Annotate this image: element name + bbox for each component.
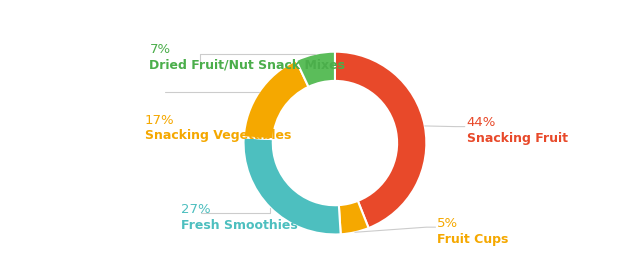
Text: Snacking Vegetables: Snacking Vegetables bbox=[145, 129, 291, 142]
Text: 44%: 44% bbox=[466, 116, 496, 129]
Text: 5%: 5% bbox=[438, 217, 459, 230]
Text: Snacking Fruit: Snacking Fruit bbox=[466, 132, 568, 145]
Text: Fresh Smoothies: Fresh Smoothies bbox=[182, 219, 298, 232]
Wedge shape bbox=[339, 201, 369, 234]
Text: 7%: 7% bbox=[150, 43, 171, 56]
Wedge shape bbox=[244, 60, 308, 139]
Text: Fruit Cups: Fruit Cups bbox=[438, 233, 509, 245]
Text: 27%: 27% bbox=[182, 203, 211, 216]
Text: Dried Fruit/Nut Snack Mixes: Dried Fruit/Nut Snack Mixes bbox=[150, 59, 345, 72]
Wedge shape bbox=[335, 52, 426, 228]
Wedge shape bbox=[243, 137, 341, 234]
Wedge shape bbox=[296, 52, 335, 87]
Text: 17%: 17% bbox=[145, 114, 175, 127]
